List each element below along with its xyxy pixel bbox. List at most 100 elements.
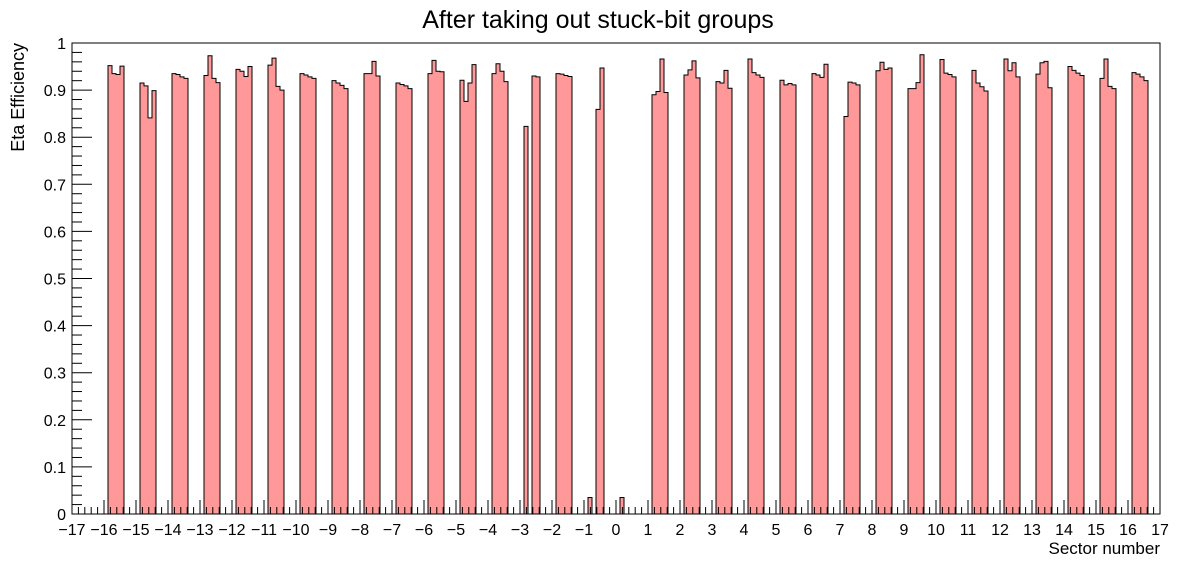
histogram-bin [1132, 72, 1136, 514]
x-tick-label: −10 [282, 522, 309, 539]
histogram-bin [856, 84, 860, 514]
sector-group [360, 60, 392, 515]
histogram-bin [852, 83, 856, 514]
sector-group [520, 75, 552, 515]
histogram-bin [752, 72, 756, 514]
x-tick-label: −14 [154, 522, 181, 539]
histogram-bin [1012, 62, 1016, 514]
x-tick-label: −7 [383, 522, 401, 539]
sector-group [392, 82, 424, 515]
histogram-bin [1112, 88, 1116, 514]
sector-group [296, 73, 328, 515]
histogram-bin [756, 75, 760, 514]
histogram-bin [688, 69, 692, 515]
x-tick-label: 11 [960, 522, 977, 539]
histogram-bin [600, 67, 604, 514]
histogram-bin [432, 60, 436, 514]
y-tick-label: 0.6 [44, 224, 66, 241]
sector-group [808, 63, 840, 515]
sector-group [584, 67, 616, 515]
histogram-bin [464, 101, 468, 515]
x-tick-label: −13 [186, 522, 213, 539]
histogram-bin [728, 88, 732, 514]
sector-group [328, 80, 360, 515]
histogram-bin [532, 75, 536, 514]
x-tick-label: −17 [58, 522, 85, 539]
x-tick-label: 2 [676, 522, 685, 539]
histogram-bin [176, 74, 180, 514]
histogram-bin [496, 63, 500, 514]
x-tick-label: 17 [1151, 522, 1169, 539]
histogram-bin [368, 73, 372, 515]
x-tick-label: 3 [708, 522, 717, 539]
x-tick-label: −8 [351, 522, 369, 539]
histogram-bin [876, 70, 880, 514]
histogram-bin [652, 94, 656, 514]
sector-group [232, 66, 264, 515]
sector-group [872, 61, 904, 515]
histogram-bin [524, 126, 528, 514]
chart-title: After taking out stuck-bit groups [422, 6, 774, 34]
histogram-bin [340, 85, 344, 514]
histogram-bin [344, 88, 348, 514]
x-tick-label: −4 [479, 522, 497, 539]
histogram-bin [460, 80, 464, 515]
sector-group [424, 59, 456, 515]
x-tick-label: −6 [415, 522, 433, 539]
y-tick-label: 0.9 [44, 83, 66, 100]
histogram-bin [372, 61, 376, 515]
histogram-bin [440, 71, 444, 514]
histogram-bin [696, 77, 700, 514]
histogram-bin [588, 497, 592, 514]
histogram-bin [376, 75, 380, 514]
x-tick-label: −5 [447, 522, 465, 539]
histogram-bin [240, 71, 244, 514]
x-tick-label: 5 [772, 522, 781, 539]
y-axis-label: Eta Efficiency [8, 43, 28, 152]
histogram-bin [492, 73, 496, 515]
y-tick-label: 0.4 [44, 319, 66, 336]
histogram-bin [312, 78, 316, 514]
histogram-bin [504, 81, 508, 514]
histogram-bin [972, 70, 976, 515]
histogram-bin [208, 55, 212, 514]
sector-group [1032, 60, 1064, 515]
sector-group [456, 64, 488, 515]
histogram-bin [304, 75, 308, 514]
histogram-bin [760, 77, 764, 515]
sector-group [1064, 66, 1096, 515]
histogram-bin [976, 83, 980, 514]
y-tick-label: 0.5 [44, 272, 66, 289]
histogram-bin [812, 73, 816, 515]
histogram-bin [1068, 66, 1072, 515]
x-tick-label: 10 [927, 522, 945, 539]
histogram-bin [560, 74, 564, 514]
sector-group [776, 79, 808, 515]
sector-group [1128, 72, 1160, 515]
histogram-bin [824, 64, 828, 514]
histogram-bin [180, 76, 184, 515]
histogram-bin [152, 90, 156, 515]
x-tick-label: −1 [575, 522, 593, 539]
x-tick-label: −15 [122, 522, 149, 539]
sector-group [264, 57, 296, 515]
x-tick-label: 8 [868, 522, 877, 539]
histogram-bin [1004, 59, 1008, 514]
x-tick-label: 1 [644, 522, 653, 539]
y-tick-label: 0.3 [44, 366, 66, 383]
y-tick-label: 0.1 [44, 460, 66, 477]
histogram-bin [912, 88, 916, 514]
histogram-bin [1136, 74, 1140, 514]
histogram-bin [1108, 86, 1112, 514]
histogram-bin [336, 83, 340, 514]
x-tick-label: −2 [543, 522, 561, 539]
y-tick-label: 0.2 [44, 413, 66, 430]
histogram-bin [268, 65, 272, 515]
histogram-bin [148, 117, 152, 514]
histogram-bin [568, 76, 572, 514]
x-tick-label: 4 [740, 522, 749, 539]
y-tick-label: 1 [57, 36, 66, 53]
histogram-bin [564, 75, 568, 515]
x-tick-label: 15 [1087, 522, 1105, 539]
